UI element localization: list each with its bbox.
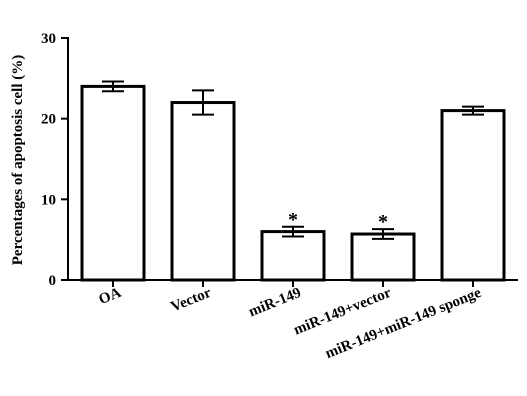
bars: * * bbox=[80, 80, 506, 282]
y-tick-label: 30 bbox=[41, 31, 56, 47]
bar bbox=[440, 109, 506, 282]
bar bbox=[260, 230, 326, 282]
category-label: OA bbox=[97, 285, 124, 308]
bar bbox=[80, 84, 146, 282]
y-tick-label: 0 bbox=[49, 273, 57, 289]
significance-marker: * bbox=[378, 211, 388, 233]
significance-marker: * bbox=[288, 209, 298, 231]
y-tick-label: 20 bbox=[41, 112, 56, 128]
category-label: Vector bbox=[169, 285, 214, 316]
bar bbox=[350, 232, 416, 282]
category-label: miR-149+miR-149 sponge bbox=[323, 285, 484, 362]
bar bbox=[170, 101, 236, 282]
category-labels: OA Vector miR-149miR-149+vectormiR-149+miR… bbox=[97, 285, 484, 362]
y-axis-label: Percentages of apoptosis cell (%) bbox=[10, 55, 26, 266]
category-label: miR-149 bbox=[247, 285, 304, 320]
y-tick-label: 10 bbox=[41, 192, 56, 208]
